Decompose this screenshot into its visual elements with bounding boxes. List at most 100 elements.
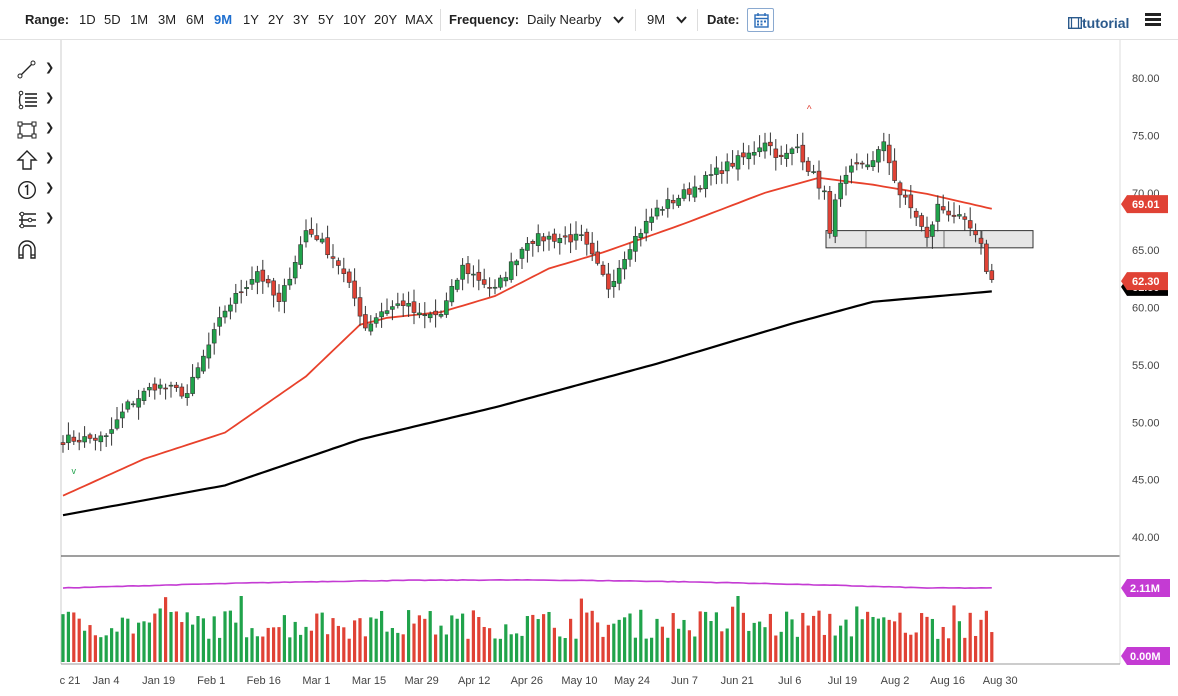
volume-bar <box>482 626 486 662</box>
volume-bar <box>558 636 562 662</box>
candle-body <box>465 263 471 275</box>
volume-bar <box>601 636 605 662</box>
volume-bar <box>455 618 459 662</box>
candle-body <box>962 216 968 220</box>
date-label: Date: <box>707 12 740 27</box>
y-tick-label: 55.00 <box>1132 360 1160 372</box>
chevron-right-icon: ❯ <box>45 122 55 134</box>
support-zone[interactable] <box>825 230 1034 249</box>
volume-bar <box>342 627 346 662</box>
volume-bar <box>633 637 637 662</box>
axes <box>60 40 1121 665</box>
hamburger-menu-icon[interactable] <box>1145 13 1161 27</box>
volume-bar <box>417 615 421 662</box>
candle-body <box>714 167 719 175</box>
candle-body <box>163 387 168 390</box>
range-label: Range: <box>25 12 70 27</box>
volume-bar <box>180 622 184 662</box>
tutorial-link[interactable]: tutorial <box>1067 15 1129 31</box>
candle-body <box>228 304 233 312</box>
range-9m[interactable]: 9M <box>214 12 233 27</box>
range-5y[interactable]: 5Y <box>318 12 334 27</box>
volume-bar <box>515 633 519 662</box>
x-tick-label: Jan 4 <box>93 675 120 687</box>
volume-bar <box>131 633 135 662</box>
range-1d[interactable]: 1D <box>79 12 96 27</box>
fibonacci-tool-button[interactable]: ❯ <box>16 88 56 112</box>
x-tick-label: Mar 1 <box>302 675 330 687</box>
chevron-down-icon[interactable] <box>613 16 624 24</box>
ma200-line <box>62 290 992 517</box>
volume-bar <box>752 622 756 662</box>
candle-body <box>557 238 563 244</box>
x-tick-label: Apr 26 <box>511 675 543 687</box>
range-1m[interactable]: 1M <box>130 12 149 27</box>
chevron-down-icon[interactable] <box>676 16 687 24</box>
range-1y[interactable]: 1Y <box>243 12 259 27</box>
volume-bar <box>579 598 583 662</box>
x-axis-labels: c 21 Jan 4 Jan 19 Feb 1 Feb 16 Mar 1 Mar 15 Mar… <box>60 675 1018 687</box>
range-5d[interactable]: 5D <box>104 12 121 27</box>
candle-body <box>260 269 266 282</box>
range-6m[interactable]: 6M <box>186 12 205 27</box>
volume-bar <box>234 622 238 662</box>
range-max[interactable]: MAX <box>405 12 434 27</box>
candle-body <box>611 280 617 288</box>
volume-bar <box>887 619 891 662</box>
volume-bar <box>704 611 708 662</box>
volume-bar <box>898 612 902 662</box>
y-tick-label: 45.00 <box>1132 475 1160 487</box>
volume-bar <box>385 631 389 662</box>
candle-body <box>562 235 568 238</box>
candle-body <box>978 237 984 244</box>
volume-bar <box>444 634 448 662</box>
candle-body <box>886 144 892 164</box>
candle-body <box>746 152 752 160</box>
candle-body <box>800 144 806 163</box>
magnet-tool-button[interactable] <box>16 238 56 262</box>
y-tick-label: 80.00 <box>1132 73 1160 85</box>
volume-bar <box>239 596 243 662</box>
range-20y[interactable]: 20Y <box>374 12 398 27</box>
ma200-polyline <box>62 290 992 517</box>
volume-bar <box>299 634 303 662</box>
volume-bar <box>812 615 816 662</box>
volume-bar <box>590 610 594 662</box>
annotation-tool-button[interactable]: ❯ <box>16 178 56 202</box>
range-3m[interactable]: 3M <box>158 12 177 27</box>
candle-body <box>487 287 492 289</box>
volume-bar <box>304 626 308 662</box>
candle-body <box>244 287 249 289</box>
volume-bar <box>947 638 951 662</box>
candle-body <box>778 154 784 157</box>
volume-bar <box>623 617 627 662</box>
range-3y[interactable]: 3Y <box>293 12 309 27</box>
candle-body <box>384 310 390 314</box>
candle-body <box>670 199 676 204</box>
range-10y[interactable]: 10Y <box>343 12 367 27</box>
volume-bar <box>849 636 853 662</box>
frequency-select[interactable]: Daily Nearby <box>527 12 602 27</box>
pitchfork-tool-button[interactable]: ❯ <box>16 208 56 232</box>
candle-body <box>363 314 368 329</box>
candle-body <box>854 162 860 165</box>
period-select[interactable]: 9M <box>647 12 666 27</box>
ma50-price-tag-bg <box>1121 195 1168 214</box>
candle-body <box>908 194 914 209</box>
volume-bar <box>574 638 578 662</box>
candle-body <box>870 160 876 167</box>
volume-bar <box>569 618 573 662</box>
candle-body <box>276 292 282 302</box>
line-tool-button[interactable]: ❯ <box>16 58 56 82</box>
shape-tool-button[interactable]: ❯ <box>16 118 56 142</box>
arrow-tool-button[interactable]: ❯ <box>16 148 56 172</box>
date-picker-button[interactable] <box>747 8 774 32</box>
range-2y[interactable]: 2Y <box>268 12 284 27</box>
candle-body <box>66 434 71 444</box>
candle-body <box>271 280 276 296</box>
candle-body <box>238 291 244 294</box>
x-tick-label: Jun 21 <box>721 675 754 687</box>
candle-body <box>98 435 104 443</box>
candle-body <box>508 261 514 280</box>
